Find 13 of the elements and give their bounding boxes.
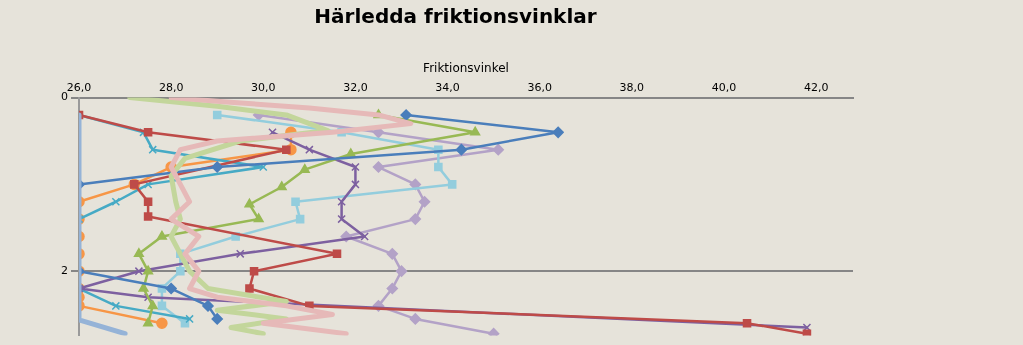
x-tick-label: 40,0 (711, 80, 737, 94)
x-tick-label: 34,0 (435, 80, 460, 94)
y-tick-label: 0 (61, 90, 68, 104)
x-tick-label: 28,0 (158, 80, 184, 94)
x-tick-label: 32,0 (343, 80, 368, 94)
x-tick-label: 36,0 (527, 80, 552, 94)
x-tick-label: 30,0 (251, 80, 276, 94)
x-tick-label: 26,0 (66, 80, 92, 94)
x-axis-title: Friktionsvinkel (423, 61, 509, 76)
x-tick-label: 42,0 (803, 80, 829, 94)
y-tick-label: 2 (61, 264, 68, 278)
chart-title: Härledda friktionsvinklar (314, 4, 597, 29)
x-tick-label: 38,0 (619, 80, 645, 94)
